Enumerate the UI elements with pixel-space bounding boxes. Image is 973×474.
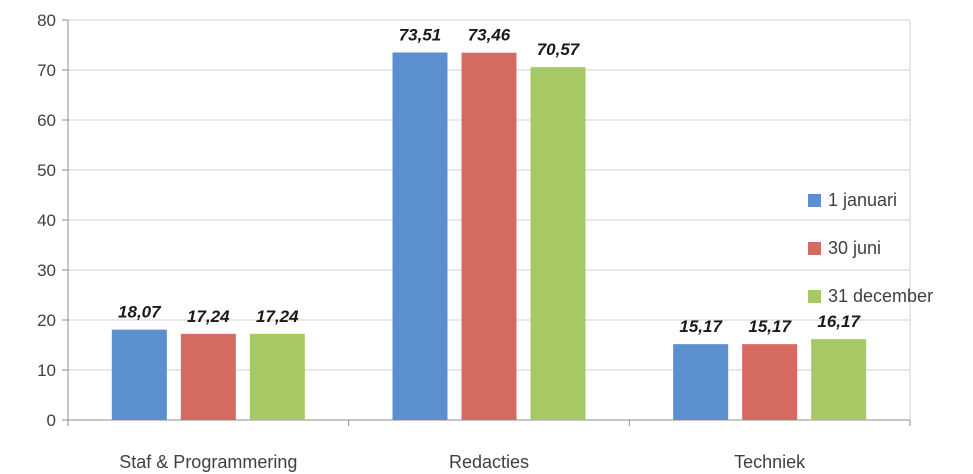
bar bbox=[180, 333, 236, 420]
data-label: 70,57 bbox=[537, 40, 581, 59]
x-tick-label: Staf & Programmering bbox=[119, 452, 297, 472]
legend-label: 1 januari bbox=[828, 190, 897, 210]
data-label: 15,17 bbox=[748, 317, 792, 336]
legend: 1 januari 30 juni 31 december bbox=[808, 190, 933, 306]
data-label: 16,17 bbox=[817, 312, 861, 331]
legend-label: 31 december bbox=[828, 286, 933, 306]
data-label: 73,46 bbox=[468, 26, 511, 45]
y-tick-label: 50 bbox=[37, 161, 56, 180]
bar bbox=[673, 344, 729, 420]
y-tick-label: 60 bbox=[37, 111, 56, 130]
bar bbox=[111, 329, 167, 420]
bar bbox=[530, 67, 586, 421]
data-label: 18,07 bbox=[118, 303, 162, 322]
data-label: 15,17 bbox=[679, 317, 723, 336]
y-tick-label: 10 bbox=[37, 361, 56, 380]
data-label: 17,24 bbox=[187, 307, 230, 326]
y-tick-label: 40 bbox=[37, 211, 56, 230]
x-tick-label: Redacties bbox=[449, 452, 529, 472]
y-tick-label: 30 bbox=[37, 261, 56, 280]
bar bbox=[461, 52, 517, 420]
legend-swatch bbox=[808, 242, 821, 255]
y-tick-label: 70 bbox=[37, 61, 56, 80]
legend-label: 30 juni bbox=[828, 238, 881, 258]
x-tick-label: Techniek bbox=[734, 452, 806, 472]
data-label: 17,24 bbox=[256, 307, 299, 326]
bar bbox=[249, 333, 305, 420]
bar bbox=[811, 339, 867, 420]
bar bbox=[742, 344, 798, 420]
data-label: 73,51 bbox=[399, 25, 442, 44]
legend-swatch bbox=[808, 194, 821, 207]
data-labels: 18,07 17,24 17,24 73,51 73,46 70,57 15,17 15,17… bbox=[118, 25, 861, 336]
y-tick-label: 80 bbox=[37, 11, 56, 30]
bars bbox=[111, 52, 867, 421]
axes: 0 10 20 30 40 50 60 70 80 Staf & Programmering Red… bbox=[37, 11, 911, 472]
y-tick-label: 0 bbox=[47, 411, 56, 430]
bar bbox=[392, 52, 448, 420]
y-tick-label: 20 bbox=[37, 311, 56, 330]
legend-swatch bbox=[808, 290, 821, 303]
